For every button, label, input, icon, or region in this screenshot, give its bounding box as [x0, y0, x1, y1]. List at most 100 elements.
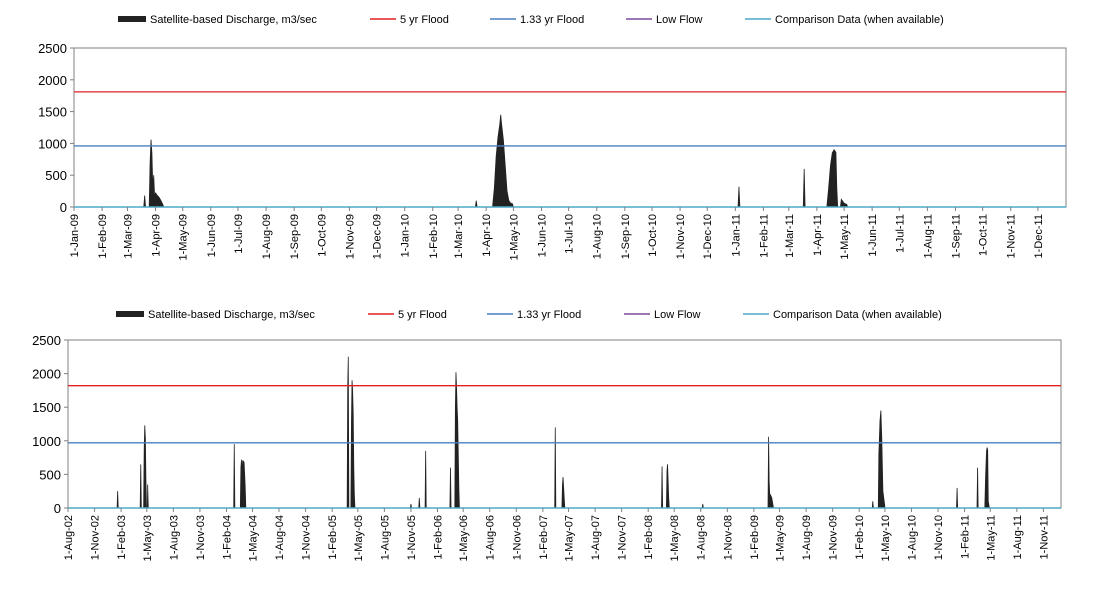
x-tick-label: 1-Dec-10 [702, 214, 714, 259]
x-tick-label: 1-Oct-10 [647, 214, 659, 257]
x-tick-label: 1-Aug-11 [922, 214, 934, 258]
x-tick-label: 1-Apr-09 [151, 214, 163, 257]
x-tick-label: 1-Aug-03 [168, 515, 180, 560]
x-tick-label: 1-Aug-08 [696, 515, 708, 560]
x-tick-label: 1-Nov-05 [406, 515, 418, 560]
x-tick-label: 1-Mar-09 [122, 214, 134, 259]
x-tick-label: 1-Jun-09 [206, 214, 218, 257]
x-tick-label: 1-Aug-10 [592, 214, 604, 259]
x-tick-label: 1-Oct-11 [978, 214, 990, 256]
x-tick-label: 1-Aug-09 [801, 515, 813, 560]
x-tick-label: 1-Dec-11 [1033, 214, 1045, 258]
x-tick-label: 1-May-09 [775, 515, 787, 561]
x-tick-label: 1-Aug-11 [1012, 515, 1024, 559]
legend-label-comparison: Comparison Data (when available) [773, 309, 942, 321]
x-tick-label: 1-Feb-06 [432, 515, 444, 560]
legend-swatch-discharge [116, 311, 144, 317]
x-tick-label: 1-May-08 [669, 515, 681, 561]
y-tick-label: 1500 [32, 400, 61, 415]
x-tick-label: 1-Apr-10 [481, 214, 493, 257]
y-tick-label: 500 [39, 467, 61, 482]
x-tick-label: 1-May-04 [247, 515, 259, 561]
x-tick-label: 1-Aug-09 [261, 214, 273, 259]
x-tick-label: 1-Aug-02 [63, 515, 75, 560]
y-tick-label: 1500 [38, 105, 67, 120]
y-tick-label: 2000 [32, 367, 61, 382]
plot-frame [67, 339, 1062, 509]
x-tick-label: 1-Aug-05 [379, 515, 391, 560]
series-area-discharge [116, 356, 990, 509]
series-area-discharge [143, 114, 849, 208]
x-tick-label: 1-May-10 [508, 214, 520, 260]
x-tick-label: 1-Apr-11 [812, 214, 824, 256]
y-tick-label: 2500 [38, 41, 67, 56]
x-tick-label: 1-Oct-09 [316, 214, 328, 257]
x-tick-label: 1-Nov-03 [195, 515, 207, 560]
legend-label-flood5: 5 yr Flood [400, 14, 449, 26]
chart-bottom: Satellite-based Discharge, m3/sec 5 yr F… [32, 309, 1062, 561]
x-tick-label: 1-May-11 [985, 515, 997, 561]
x-tick-label: 1-Nov-04 [301, 515, 313, 560]
y-tick-label: 2500 [32, 333, 61, 348]
x-tick-label: 1-Jul-10 [564, 214, 576, 254]
x-tick-label: 1-Aug-10 [906, 515, 918, 560]
y-tick-label: 0 [54, 501, 61, 516]
legend-label-flood5: 5 yr Flood [398, 309, 447, 321]
x-tick-label: 1-Nov-09 [828, 515, 840, 560]
x-tick-label: 1-Sep-11 [950, 214, 962, 258]
x-tick-label: 1-Feb-10 [428, 214, 440, 259]
legend-label-discharge: Satellite-based Discharge, m3/sec [148, 309, 315, 321]
x-tick-label: 1-May-09 [178, 214, 190, 260]
x-tick-label: 1-Jan-10 [400, 214, 412, 257]
x-tick-label: 1-Feb-09 [749, 515, 761, 560]
x-tick-label: 1-Jan-09 [69, 214, 81, 257]
legend-label-discharge: Satellite-based Discharge, m3/sec [150, 14, 317, 26]
x-tick-label: 1-Nov-07 [617, 515, 629, 560]
x-tick-label: 1-Aug-04 [274, 515, 286, 560]
x-tick-label: 1-Feb-08 [643, 515, 655, 560]
x-tick-label: 1-Nov-08 [722, 515, 734, 560]
legend-label-comparison: Comparison Data (when available) [775, 14, 944, 26]
legend-bottom: Satellite-based Discharge, m3/sec 5 yr F… [116, 309, 942, 321]
x-tick-label: 1-Feb-09 [97, 214, 109, 259]
legend-label-flood133: 1.33 yr Flood [517, 309, 581, 321]
x-tick-label: 1-Jun-11 [867, 214, 879, 257]
x-tick-label: 1-May-03 [142, 515, 154, 561]
legend-label-lowflow: Low Flow [656, 14, 703, 26]
x-tick-label: 1-May-11 [839, 214, 851, 260]
plot-frame [73, 47, 1067, 208]
x-tick-label: 1-Mar-11 [784, 214, 796, 258]
x-tick-label: 1-Jul-09 [233, 214, 245, 254]
x-tick-label: 1-Nov-06 [511, 515, 523, 560]
x-tick-label: 1-May-10 [880, 515, 892, 561]
legend-label-lowflow: Low Flow [654, 309, 701, 321]
x-tick-label: 1-May-07 [564, 515, 576, 561]
y-tick-label: 1000 [32, 434, 61, 449]
y-tick-label: 0 [60, 200, 67, 215]
x-tick-label: 1-Feb-11 [960, 515, 972, 559]
x-tick-label: 1-Feb-11 [758, 214, 770, 258]
x-tick-label: 1-Aug-07 [590, 515, 602, 560]
x-tick-label: 1-Nov-11 [1006, 214, 1018, 258]
legend-swatch-discharge [118, 16, 146, 22]
x-tick-label: 1-Nov-10 [675, 214, 687, 259]
x-tick-label: 1-Jun-10 [536, 214, 548, 257]
x-tick-label: 1-Nov-09 [344, 214, 356, 259]
y-tick-label: 500 [45, 168, 67, 183]
legend-label-flood133: 1.33 yr Flood [520, 14, 584, 26]
x-tick-label: 1-Feb-07 [538, 515, 550, 560]
y-tick-label: 2000 [38, 73, 67, 88]
x-tick-label: 1-Mar-10 [453, 214, 465, 259]
x-tick-label: 1-May-06 [458, 515, 470, 561]
x-tick-label: 1-Sep-09 [289, 214, 301, 259]
x-tick-label: 1-Nov-02 [90, 515, 102, 560]
y-tick-label: 1000 [38, 136, 67, 151]
chart-top: Satellite-based Discharge, m3/sec 5 yr F… [38, 14, 1067, 260]
x-tick-label: 1-Nov-10 [933, 515, 945, 560]
x-tick-label: 1-Feb-10 [854, 515, 866, 560]
x-tick-label: 1-Aug-06 [485, 515, 497, 560]
x-tick-label: 1-Feb-05 [327, 515, 339, 560]
x-tick-label: 1-May-05 [353, 515, 365, 561]
x-tick-label: 1-Feb-03 [116, 515, 128, 560]
